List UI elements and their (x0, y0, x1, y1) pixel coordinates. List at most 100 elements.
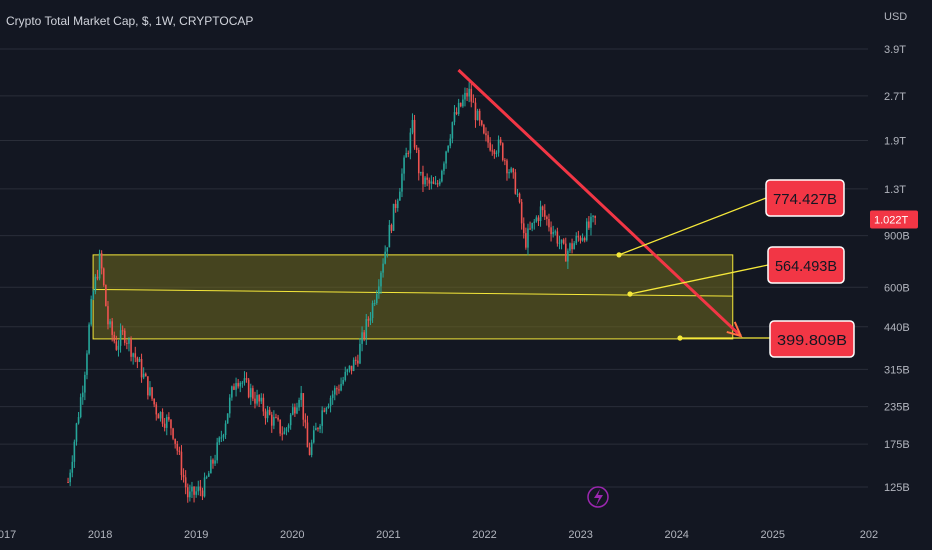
downtrend-line (457, 68, 742, 338)
candle-body (478, 110, 481, 121)
candle-body (342, 380, 344, 384)
candle-body (321, 410, 323, 426)
candle-body (420, 171, 422, 174)
candle-body (243, 378, 246, 383)
time-tick-label: 2019 (184, 529, 208, 541)
price-tick-label: 2.7T (884, 91, 906, 103)
price-tick-label: 1.3T (884, 184, 906, 196)
candle-body (317, 428, 319, 430)
time-tick-label: 2018 (88, 529, 112, 541)
candle-body (172, 428, 174, 439)
candle-body (386, 247, 389, 252)
price-tick-label: 235B (884, 402, 910, 414)
candle-body (543, 210, 546, 217)
current-price-badge (870, 210, 918, 229)
price-tick-label: 125B (884, 482, 910, 494)
candle-body (527, 228, 529, 248)
candle-body (77, 417, 80, 424)
candle-body (537, 217, 540, 221)
candle-body (226, 413, 229, 424)
candle-body (100, 253, 103, 269)
candle-body (476, 110, 479, 121)
candle-body (510, 168, 512, 173)
price-tick-label: 900B (884, 231, 910, 243)
candle-body (247, 379, 250, 398)
candle-body (399, 191, 401, 201)
price-tick-label: 315B (884, 364, 910, 376)
candle-body (298, 399, 300, 408)
candle-body (336, 388, 338, 390)
support-zone (92, 254, 734, 340)
candle-body (291, 407, 294, 415)
candle-body (331, 394, 334, 398)
candle-body (193, 486, 195, 495)
candle-body (300, 393, 302, 400)
candle-body (73, 441, 76, 462)
candle-body (579, 237, 582, 241)
candle-body (329, 397, 332, 406)
candle-body (378, 286, 380, 294)
candle-body (436, 183, 439, 185)
candle-body (346, 369, 349, 372)
candle-body (174, 438, 176, 444)
candle-body (554, 231, 557, 233)
candle-body (470, 88, 473, 102)
candle-body (119, 330, 122, 346)
candle-body (480, 120, 483, 125)
candle-body (445, 151, 447, 164)
candle-body (220, 437, 223, 439)
candle-body (371, 303, 374, 319)
candle-body (489, 142, 491, 151)
candle-body (134, 353, 137, 358)
candle-body (581, 238, 584, 241)
candle-body (413, 119, 416, 148)
candle-body (558, 242, 561, 244)
candle-body (493, 150, 496, 154)
time-tick-label: 2023 (568, 529, 592, 541)
candle-body (283, 431, 286, 435)
candle-body (270, 414, 273, 426)
candle-body (176, 443, 179, 451)
candle-body (130, 339, 132, 357)
candle-body (531, 222, 533, 229)
candle-body (390, 224, 393, 231)
candle-body (560, 239, 563, 243)
price-tick-label: 440B (884, 322, 910, 334)
candle-body (163, 423, 166, 428)
candle-body (352, 359, 355, 371)
candle-body (548, 219, 550, 228)
candle-body (344, 371, 347, 381)
candle-body (426, 177, 428, 180)
level-callout-label: 399.809B (777, 332, 847, 349)
candle-body (231, 386, 233, 398)
candle-body (504, 160, 506, 162)
callout-anchor-dot (616, 252, 622, 258)
trend-arrowhead (726, 321, 743, 338)
candle-body (520, 202, 523, 224)
price-tick-label: 3.9T (884, 44, 906, 56)
candle-body (464, 92, 466, 100)
candle-body (67, 482, 69, 484)
candle-body (468, 88, 470, 97)
time-tick-label: 2024 (664, 529, 688, 541)
candle-body (245, 378, 248, 380)
candle-body (525, 233, 527, 248)
candle-body (105, 285, 107, 307)
candle-body (287, 425, 290, 429)
candle-body (214, 460, 216, 464)
candle-body (428, 179, 431, 184)
candle-body (258, 395, 260, 402)
candle-body (462, 99, 464, 107)
candle-body (123, 330, 126, 343)
candle-body (252, 388, 254, 399)
candle-body (157, 414, 160, 419)
candle-body (441, 170, 443, 182)
candle-body (180, 451, 183, 475)
lightning-icon-glyph (594, 489, 603, 506)
candle-body (210, 459, 212, 474)
candle-body (539, 206, 542, 221)
candle-body (455, 112, 458, 115)
candle-body (203, 477, 206, 497)
time-tick-label: 2022 (472, 529, 496, 541)
